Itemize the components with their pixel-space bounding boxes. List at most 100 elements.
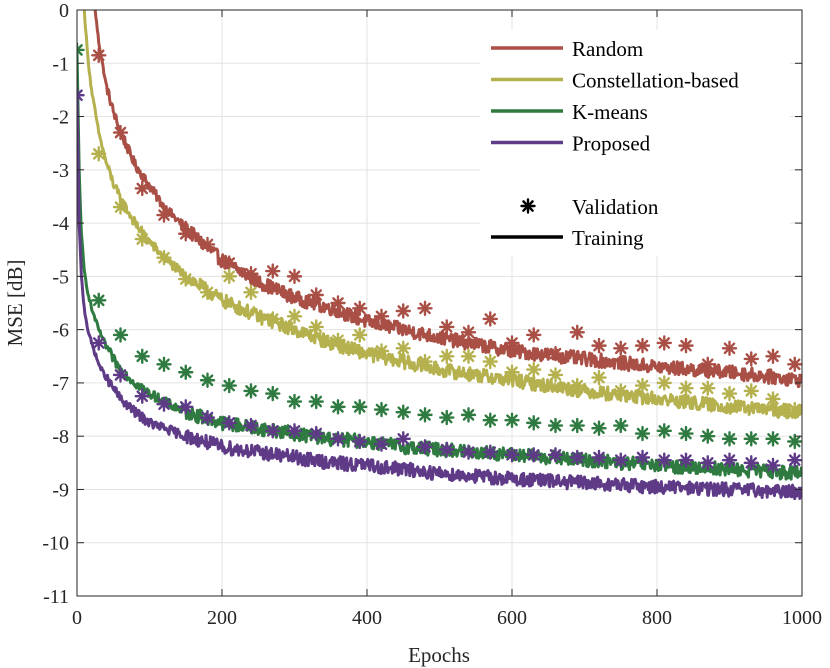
- validation-point-proposed: [743, 455, 759, 471]
- validation-point-k-means: [721, 431, 738, 447]
- validation-point-random: [330, 295, 346, 311]
- validation-point-random: [678, 337, 694, 354]
- validation-point-k-means: [265, 385, 281, 402]
- x-tick-label: 800: [642, 607, 672, 629]
- validation-point-proposed: [91, 335, 107, 351]
- validation-point-proposed: [243, 417, 259, 434]
- validation-point-proposed: [482, 444, 498, 460]
- legend-training-label: Training: [572, 226, 644, 250]
- legend-star-icon: [520, 198, 536, 214]
- validation-point-random: [112, 124, 129, 141]
- validation-point-k-means: [417, 407, 433, 423]
- validation-point-k-means: [330, 399, 346, 415]
- validation-point-proposed: [395, 431, 411, 447]
- validation-point-k-means: [504, 412, 520, 428]
- validation-point-random: [460, 324, 477, 340]
- plot-area: [77, 10, 802, 501]
- validation-point-random: [178, 226, 194, 242]
- validation-point-random: [395, 303, 411, 319]
- validation-point-random: [547, 345, 564, 362]
- validation-point-constellation-based: [439, 348, 455, 364]
- validation-point-proposed: [77, 87, 85, 103]
- plot-frame: [76, 9, 803, 597]
- validation-point-proposed: [613, 452, 629, 468]
- validation-point-random: [787, 356, 802, 372]
- validation-point-constellation-based: [373, 343, 390, 359]
- tick-labels: 0 200 400 600 800 1000 0 -1 -2 -3 -4 -5 -6 -7 -8 -9 -10 -…: [42, 0, 822, 629]
- x-tick-label: 1000: [782, 607, 822, 629]
- validation-point-proposed: [308, 425, 324, 442]
- validation-point-constellation-based: [591, 369, 607, 386]
- validation-point-proposed: [178, 399, 194, 415]
- validation-point-constellation-based: [134, 231, 150, 247]
- validation-point-k-means: [569, 417, 585, 434]
- validation-point-constellation-based: [765, 391, 781, 407]
- y-tick-label: -3: [52, 160, 69, 182]
- validation-point-random: [656, 335, 672, 351]
- validation-point-constellation-based: [700, 380, 716, 396]
- validation-point-k-means: [286, 393, 303, 410]
- validation-point-proposed: [634, 449, 651, 466]
- validation-point-constellation-based: [504, 364, 520, 380]
- validation-point-proposed: [526, 447, 542, 463]
- validation-point-constellation-based: [199, 284, 216, 301]
- y-tick-label: -9: [52, 479, 69, 501]
- validation-point-k-means: [547, 417, 564, 434]
- training-line-random: [93, 10, 802, 389]
- validation-point-k-means: [77, 42, 85, 58]
- legend-entry-k-means: K-means: [491, 100, 648, 124]
- validation-point-k-means: [787, 433, 802, 450]
- validation-point-constellation-based: [634, 377, 651, 394]
- y-tick-label: -4: [52, 213, 69, 235]
- x-tick-label: 200: [207, 607, 237, 629]
- validation-point-k-means: [439, 409, 455, 426]
- legend-label-k-means: K-means: [572, 100, 648, 124]
- validation-point-proposed: [721, 452, 738, 468]
- x-tick-label: 600: [497, 607, 527, 629]
- validation-point-random: [700, 356, 716, 372]
- validation-point-k-means: [156, 356, 172, 372]
- validation-point-k-means: [91, 292, 107, 309]
- validation-point-proposed: [112, 367, 129, 383]
- validation-point-k-means: [395, 404, 411, 420]
- validation-point-proposed: [700, 455, 716, 471]
- validation-point-proposed: [504, 447, 520, 463]
- y-tick-label: -5: [52, 266, 69, 288]
- y-tick-label: 0: [59, 0, 69, 22]
- validation-point-k-means: [134, 348, 150, 364]
- validation-point-random: [243, 266, 259, 282]
- validation-point-random: [482, 311, 498, 327]
- validation-point-random: [221, 255, 237, 271]
- validation-point-k-means: [243, 383, 259, 399]
- validation-point-proposed: [787, 452, 802, 468]
- legend-entry-constellation-based: Constellation-based: [491, 69, 739, 93]
- validation-point-random: [199, 236, 216, 253]
- legend-entry-proposed: Proposed: [491, 132, 651, 156]
- validation-point-constellation-based: [286, 308, 303, 325]
- validation-point-constellation-based: [787, 401, 802, 418]
- validation-point-random: [134, 180, 150, 197]
- validation-point-k-means: [656, 423, 672, 439]
- legend: Random Constellation-based K-means Proposed…: [480, 30, 790, 256]
- validation-point-random: [765, 348, 781, 364]
- validation-point-k-means: [634, 425, 651, 442]
- validation-point-constellation-based: [112, 199, 129, 215]
- validation-point-random: [308, 287, 324, 303]
- validation-point-k-means: [460, 407, 477, 423]
- y-tick-label: -6: [52, 320, 69, 342]
- validation-point-random: [504, 335, 520, 351]
- validation-point-constellation-based: [221, 268, 237, 285]
- validation-point-constellation-based: [156, 250, 172, 266]
- validation-point-k-means: [178, 364, 194, 380]
- validation-point-constellation-based: [721, 385, 738, 402]
- validation-point-proposed: [439, 441, 455, 458]
- validation-point-k-means: [743, 431, 759, 447]
- validation-point-random: [721, 340, 738, 356]
- validation-point-random: [613, 340, 629, 356]
- legend-label-proposed: Proposed: [572, 132, 651, 156]
- validation-point-constellation-based: [613, 383, 629, 399]
- training-lines: [77, 10, 802, 501]
- legend-validation-marker: [520, 198, 536, 214]
- legend-label-random: Random: [572, 37, 643, 61]
